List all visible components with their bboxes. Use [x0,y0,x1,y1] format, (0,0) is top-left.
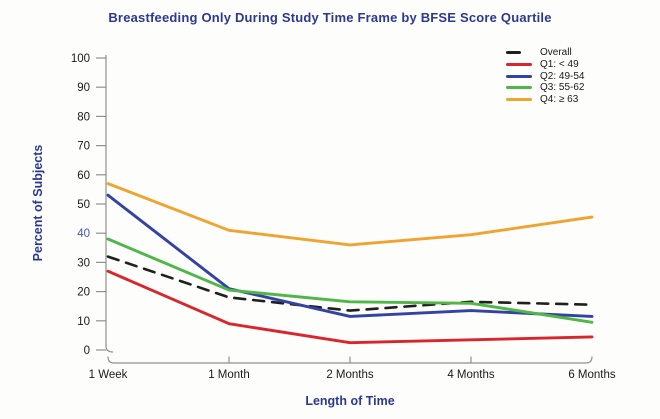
legend-label: Q1: < 49 [540,59,579,71]
y-axis-label: Percent of Subjects [31,144,45,262]
y-tick-label: 100 [71,53,90,65]
series-line-q1-49 [106,269,594,345]
legend-swatch-wrap [506,86,540,90]
legend-item: Q3: 55-62 [506,82,584,94]
x-axis-label: Length of Time [305,394,395,408]
legend-item: Q2: 49-54 [506,70,584,82]
series-line-overall [106,255,594,312]
y-tick-label: 30 [77,257,90,269]
legend-swatch-wrap [506,74,540,78]
legend-label: Q4: ≥ 63 [540,94,579,106]
y-tick-label: 40 [77,228,90,240]
legend: Overall Q1: < 49 Q2: 49-54 Q3: 55-62 Q4: ≥ 6… [506,47,584,105]
y-tick-label: 50 [77,199,90,211]
series-line-q3-55-62 [106,237,594,324]
legend-swatch [506,98,532,102]
series-line-q4-63 [106,182,594,247]
y-tick-label: 0 [84,345,90,357]
legend-item: Q1: < 49 [506,59,584,71]
chart-title: Breastfeeding Only During Study Time Fra… [108,10,552,25]
y-tick-label: 70 [77,141,90,153]
legend-label: Q2: 49-54 [540,70,585,82]
legend-label: Overall [540,47,572,59]
x-tick-label: 1 Week [89,369,128,381]
legend-swatch [506,74,532,78]
y-axis-line [105,55,114,353]
legend-swatch-wrap [506,98,540,102]
legend-swatch-wrap [506,63,540,67]
y-tick-label: 20 [77,287,90,299]
legend-item: Q4: ≥ 63 [506,94,584,106]
x-tick-label: 1 Month [208,369,250,381]
legend-item: Overall [506,47,584,59]
legend-swatch [506,86,532,90]
series-line-q2-49-54 [106,193,594,318]
legend-label: Q3: 55-62 [540,82,585,94]
legend-swatch-wrap [506,51,540,55]
y-tick-label: 90 [77,82,90,94]
x-tick-label: 6 Months [568,369,616,381]
legend-swatch [506,63,532,67]
y-tick-label: 10 [77,316,90,328]
x-tick-label: 2 Months [326,369,374,381]
x-tick-label: 4 Months [447,369,495,381]
y-tick-label: 60 [77,170,90,182]
y-tick-label: 80 [77,111,90,123]
legend-swatch [506,51,521,55]
